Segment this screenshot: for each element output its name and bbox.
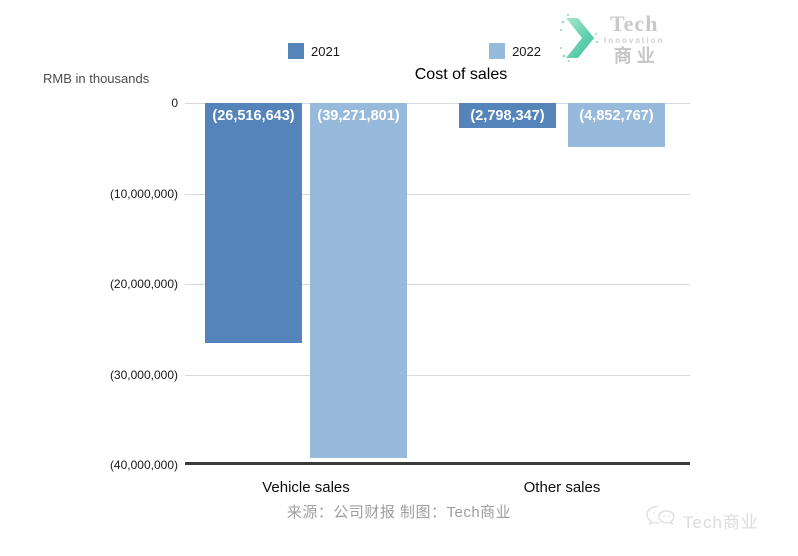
y-tick-label: (40,000,000)	[109, 458, 178, 472]
y-tick-label: (10,000,000)	[109, 186, 178, 201]
bar-2021-vehicle-sales: (26,516,643)	[205, 103, 302, 343]
category-label-other-sales: Other sales	[523, 479, 601, 496]
source-credit: 来源：公司财报 制图：Tech商业	[286, 504, 512, 521]
legend-swatch	[288, 43, 304, 59]
bar-data-label: (26,516,643)	[212, 108, 295, 124]
y-tick-label: (20,000,000)	[109, 277, 178, 291]
bar-data-label: (4,852,767)	[579, 108, 654, 124]
bar-2021-other-sales: (2,798,347)	[459, 103, 556, 129]
chevron-right-icon	[558, 12, 600, 69]
brand-logo-line2: Innovation	[604, 36, 665, 46]
plot-area: (26,516,643) (2,798,347) (39,271,801) (4,85…	[185, 103, 690, 465]
legend-item-2022: 2022	[489, 43, 541, 59]
chart-title: Cost of sales	[414, 66, 508, 83]
bar-2022-other-sales: (4,852,767)	[568, 103, 665, 147]
legend-swatch	[489, 43, 506, 59]
brand-logo-line3: 商业	[613, 46, 660, 67]
category-label-vehicle-sales: Vehicle sales	[262, 479, 350, 496]
legend-label: 2021	[311, 43, 340, 59]
legend-item-2021: 2021	[288, 43, 340, 59]
chart-legend: 2021 2022	[288, 43, 541, 59]
gridline	[185, 374, 690, 376]
gridline	[185, 103, 690, 104]
brand-logo-text: Tech Innovation 商业	[604, 13, 664, 68]
gridline	[185, 284, 690, 285]
wechat-icon	[645, 504, 677, 537]
y-tick-label: (30,000,000)	[109, 367, 178, 382]
legend-label: 2022	[512, 43, 541, 59]
bar-2022-vehicle-sales: (39,271,801)	[310, 103, 407, 459]
brand-watermark: Tech商业	[645, 504, 759, 537]
gridline	[185, 193, 690, 195]
brand-logo: Tech Innovation 商业	[558, 12, 664, 69]
bar-data-label: (2,798,347)	[470, 108, 545, 124]
brand-logo-line1: Tech	[610, 11, 659, 37]
watermark-label: Tech商业	[683, 513, 759, 532]
bar-data-label: (39,271,801)	[317, 108, 400, 124]
y-axis-unit-label: RMB in thousands	[43, 71, 150, 86]
y-tick-label: 0	[171, 96, 178, 110]
